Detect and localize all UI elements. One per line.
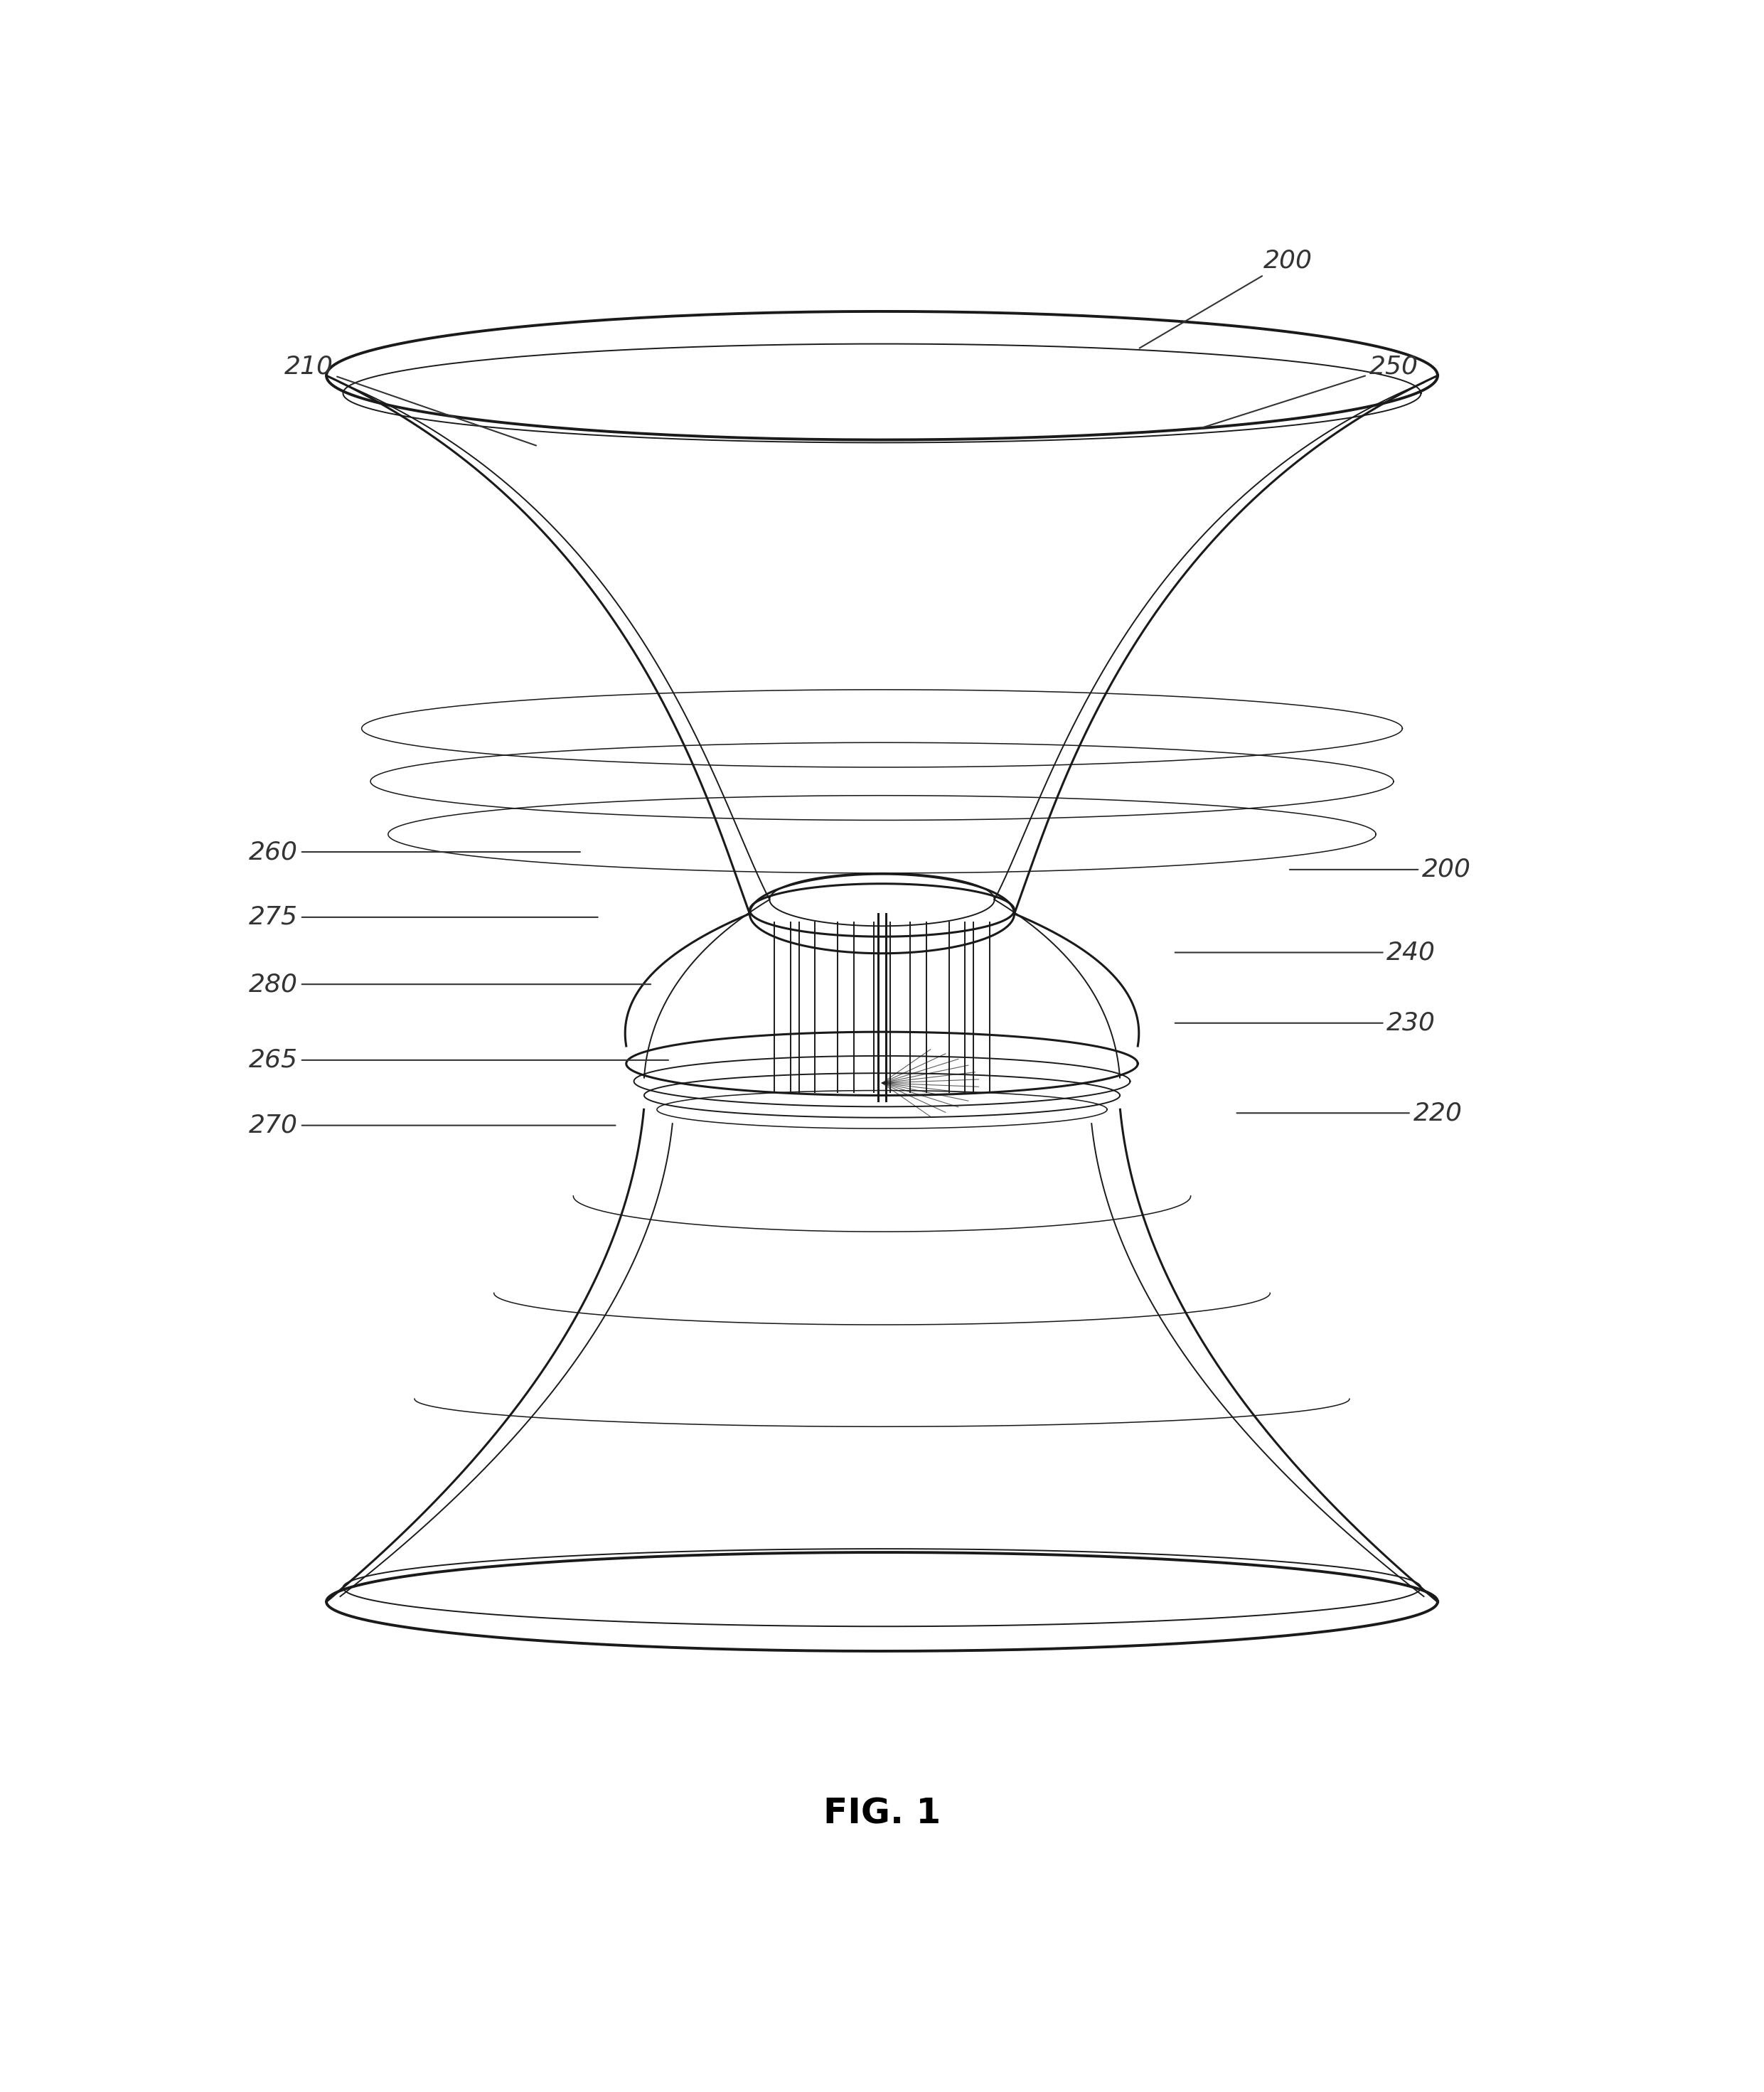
Text: 250: 250: [1201, 356, 1418, 429]
Text: 200: 200: [1140, 249, 1312, 347]
Text: 220: 220: [1237, 1100, 1462, 1125]
Text: 280: 280: [249, 973, 651, 996]
Text: 230: 230: [1175, 1010, 1436, 1036]
Text: 275: 275: [249, 906, 598, 929]
Text: 200: 200: [1289, 858, 1471, 881]
Text: 270: 270: [249, 1113, 616, 1138]
Text: 260: 260: [249, 839, 580, 864]
Text: FIG. 1: FIG. 1: [824, 1797, 940, 1830]
Text: 240: 240: [1175, 941, 1436, 964]
Text: 265: 265: [249, 1048, 669, 1073]
Text: 210: 210: [284, 356, 536, 446]
